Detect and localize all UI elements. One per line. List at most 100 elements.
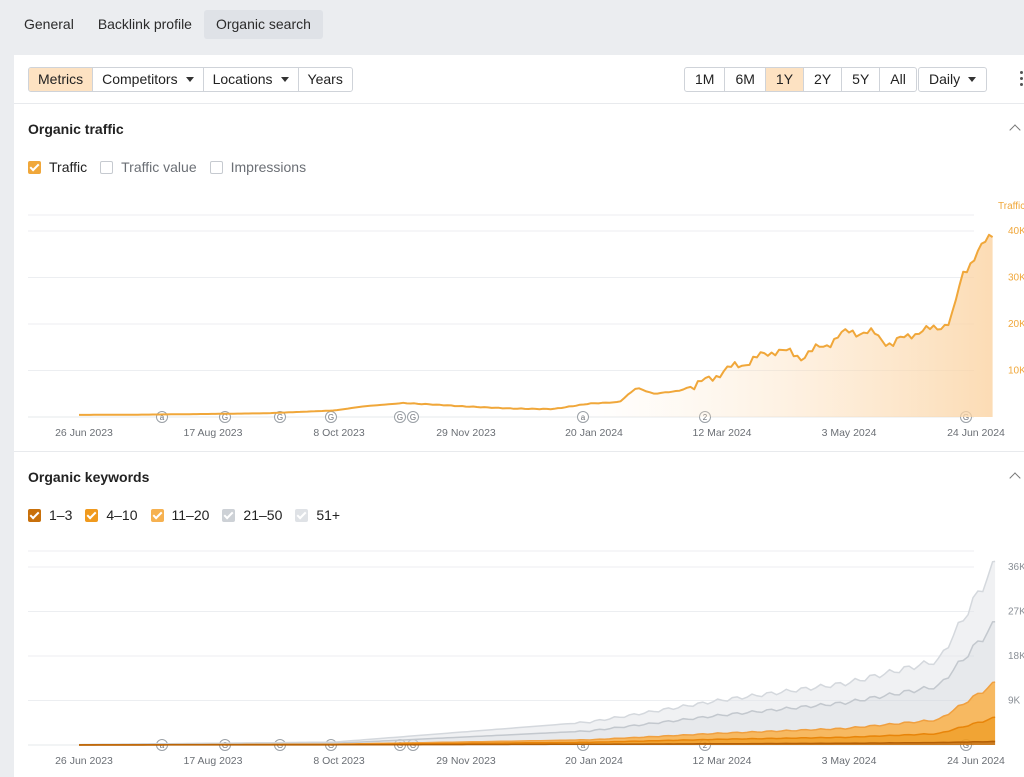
x-tick-label: 24 Jun 2024 (947, 427, 1005, 439)
traffic-value-checkbox[interactable]: Traffic value (100, 159, 197, 175)
traffic-area (79, 234, 993, 417)
range-1y-button[interactable]: 1Y (765, 68, 805, 91)
traffic-check-label: Traffic (49, 159, 88, 175)
metrics-button[interactable]: Metrics (29, 68, 94, 91)
range-2y-button[interactable]: 2Y (804, 68, 843, 91)
keyword-band-area (79, 621, 996, 745)
impressions-check-label: Impressions (230, 159, 307, 175)
collapse-icon[interactable] (1010, 122, 1022, 134)
interval-dropdown[interactable]: Daily (918, 67, 988, 92)
metrics-group: Metrics Competitors Locations Years (28, 67, 353, 92)
range-5y-button[interactable]: 5Y (842, 68, 881, 91)
locations-label: Locations (212, 71, 273, 87)
range-group: 1M 6M 1Y 2Y 5Y All (684, 67, 917, 92)
tab-general[interactable]: General (24, 16, 74, 32)
checkbox-checked-icon (222, 508, 236, 522)
checkbox-empty-icon (209, 160, 223, 174)
keyword-band-line (78, 560, 996, 746)
checkbox-checked-icon (28, 160, 41, 174)
x-tick-label: 17 Aug 2023 (184, 755, 243, 767)
annotation-marker-label: G (410, 741, 416, 750)
traffic-metric-checks: Traffic Traffic value Impressions (28, 159, 319, 175)
range-all-button[interactable]: All (890, 71, 906, 87)
annotation-marker-label: 2 (703, 741, 708, 750)
chevron-down-icon (968, 76, 977, 82)
x-tick-label: 29 Nov 2023 (436, 755, 496, 767)
pos-4-10-checkbox[interactable]: 4–10 (85, 507, 138, 523)
annotation-marker-label: G (277, 413, 283, 422)
competitors-label: Competitors (102, 71, 178, 87)
y-tick-label: 10K (1008, 366, 1024, 377)
x-tick-label: 12 Mar 2024 (693, 427, 752, 439)
x-tick-label: 8 Oct 2023 (313, 427, 365, 439)
checkbox-checked-icon (28, 508, 41, 522)
annotation-marker-label: G (328, 413, 334, 422)
pos-11-20-checkbox[interactable]: 11–20 (150, 507, 210, 523)
x-tick-label: 20 Jan 2024 (565, 755, 623, 767)
x-tick-label: 24 Jun 2024 (947, 755, 1005, 767)
chevron-down-icon (280, 76, 289, 82)
traffic-value-check-label: Traffic value (121, 159, 197, 175)
pos-51-plus-checkbox[interactable]: 51+ (295, 507, 340, 523)
pos-1-3-label: 1–3 (49, 507, 73, 523)
annotation-marker-label: G (222, 413, 228, 422)
annotation-marker-label: G (963, 413, 969, 422)
organic-keywords-chart: 9K 18K 27K 36K 26 Jun 2023 17 Aug 2023 8 Oct 2… (28, 550, 1024, 767)
checkbox-checked-icon (85, 508, 99, 522)
range-6m-button[interactable]: 6M (725, 68, 766, 91)
chart-toolbar: Metrics Competitors Locations Years 1M 6… (28, 67, 1024, 92)
x-tick-label: 20 Jan 2024 (565, 427, 623, 439)
traffic-line (79, 233, 994, 416)
x-tick-label: 12 Mar 2024 (693, 755, 752, 767)
x-tick-label: 3 May 2024 (822, 755, 877, 767)
annotation-marker-label: G (397, 741, 403, 750)
divider (14, 451, 1024, 452)
pos-11-20-label: 11–20 (171, 507, 210, 523)
y-tick-label: 20K (1008, 319, 1024, 330)
keyword-position-checks: 1–3 4–10 11–20 21–50 51+ (28, 507, 353, 523)
y-tick-label: 9K (1008, 696, 1021, 707)
annotation-marker-label: a (581, 741, 586, 750)
collapse-icon[interactable] (1010, 470, 1022, 482)
x-tick-label: 29 Nov 2023 (436, 427, 496, 439)
keyword-band-line (79, 740, 996, 746)
pos-21-50-checkbox[interactable]: 21–50 (222, 507, 282, 523)
more-options-icon[interactable] (1016, 71, 1024, 89)
tab-organic-search[interactable]: Organic search (203, 10, 323, 39)
checkbox-checked-icon (150, 508, 164, 522)
years-button[interactable]: Years (307, 71, 343, 87)
annotation-marker-label: G (410, 413, 416, 422)
tab-backlink-profile[interactable]: Backlink profile (97, 16, 192, 32)
range-1m-button[interactable]: 1M (685, 68, 726, 91)
locations-dropdown[interactable]: Locations (204, 68, 299, 91)
pos-21-50-label: 21–50 (243, 507, 283, 523)
organic-keywords-title: Organic keywords (28, 469, 150, 485)
pos-1-3-checkbox[interactable]: 1–3 (28, 507, 72, 523)
report-panel: Metrics Competitors Locations Years 1M 6… (14, 55, 1024, 777)
divider (14, 103, 1024, 104)
keyword-band-area (79, 561, 996, 745)
pos-51-plus-label: 51+ (316, 507, 341, 523)
interval-label: Daily (929, 71, 961, 87)
organic-traffic-chart: 10K 20K 30K 40K Traffic 26 Jun 2023 17 Aug 202… (28, 201, 1024, 439)
annotation-marker-label: a (581, 413, 586, 422)
pos-4-10-label: 4–10 (106, 507, 138, 523)
x-tick-label: 17 Aug 2023 (184, 427, 243, 439)
competitors-dropdown[interactable]: Competitors (93, 68, 204, 91)
impressions-checkbox[interactable]: Impressions (209, 159, 307, 175)
y-axis-title: Traffic (998, 201, 1024, 212)
x-tick-label: 26 Jun 2023 (55, 755, 113, 767)
y-tick-label: 36K (1008, 562, 1024, 573)
checkbox-empty-icon (100, 160, 114, 174)
x-tick-label: 3 May 2024 (822, 427, 877, 439)
top-tabs: General Backlink profile Organic search (12, 10, 323, 39)
annotation-marker-label: G (963, 741, 969, 750)
annotation-marker-label: a (160, 413, 165, 422)
interval-select[interactable]: Daily (919, 68, 986, 91)
organic-traffic-title: Organic traffic (28, 121, 124, 137)
annotation-marker-label: G (397, 413, 403, 422)
chevron-down-icon (185, 76, 194, 82)
y-tick-label: 27K (1008, 607, 1024, 618)
annotation-marker-label: 2 (703, 413, 708, 422)
traffic-checkbox[interactable]: Traffic (28, 159, 87, 175)
